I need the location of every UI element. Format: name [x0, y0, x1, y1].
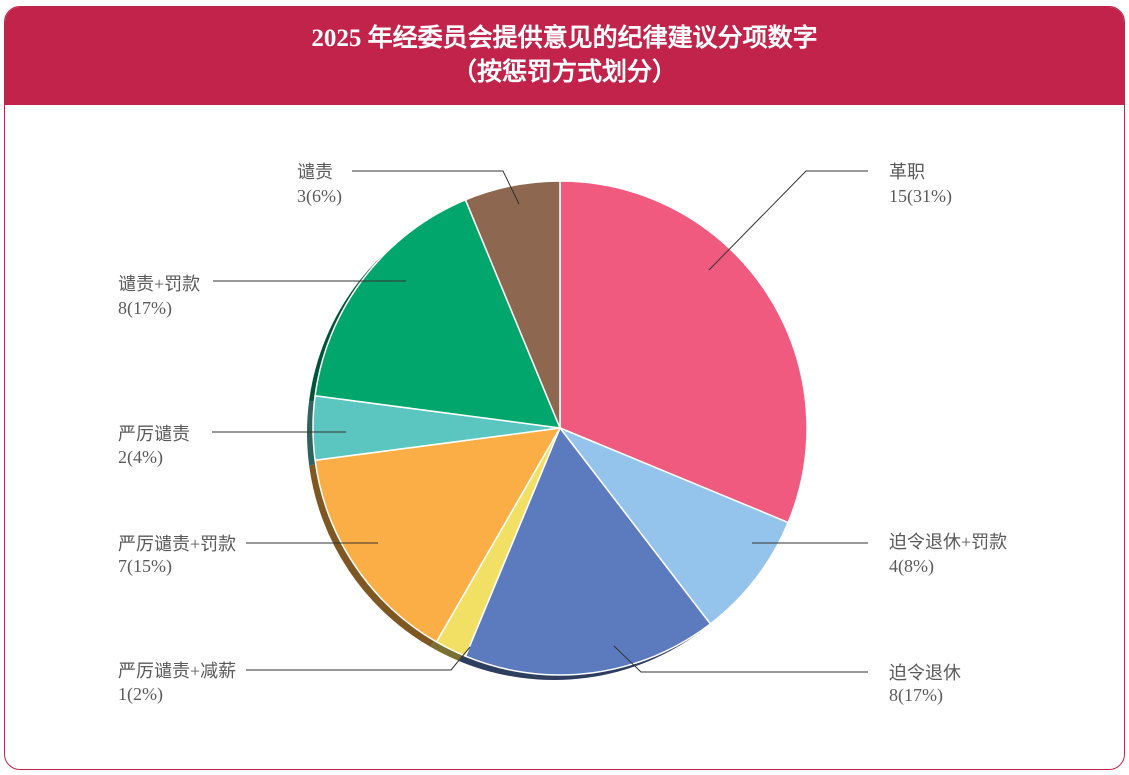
slice-label-category-6: 严厉谴责	[118, 424, 190, 444]
pie-slice-8	[464, 180, 561, 429]
pie-slice-2	[559, 427, 789, 625]
slice-label-value-1: 15(31%)	[889, 186, 952, 207]
slice-label-value-2: 4(8%)	[889, 556, 934, 577]
leader-line-layer	[212, 170, 868, 673]
pie-slice-3	[464, 427, 712, 676]
leader-line-4	[246, 646, 471, 671]
pie-slice-5	[314, 427, 561, 643]
leader-line-8	[352, 170, 520, 205]
chart-title: 2025 年经委员会提供意见的纪律建议分项数字	[311, 25, 818, 52]
leader-line-1	[708, 170, 868, 271]
slice-label-category-5: 严厉谴责+罚款	[118, 534, 236, 554]
slice-label-category-8: 谴责	[297, 162, 333, 182]
pie-slice-layer	[312, 180, 808, 676]
slice-label-category-1: 革职	[889, 162, 925, 182]
slice-label-category-3: 迫令退休	[889, 663, 961, 683]
slice-label-category-4: 严厉谴责+减薪	[118, 661, 236, 681]
slice-label-category-7: 谴责+罚款	[118, 274, 200, 294]
slice-label-value-8: 3(6%)	[297, 186, 342, 207]
slice-label-value-5: 7(15%)	[118, 556, 172, 577]
leader-line-3	[613, 645, 868, 673]
slice-label-value-4: 1(2%)	[118, 684, 163, 705]
pie-slice-7	[314, 199, 561, 429]
slice-label-layer: 革职15(31%)迫令退休+罚款4(8%)迫令退休8(17%)严厉谴责+减薪1(…	[118, 162, 1007, 706]
slice-label-category-2: 迫令退休+罚款	[889, 532, 1007, 552]
slice-label-value-3: 8(17%)	[889, 685, 943, 706]
title-banner: 2025 年经委员会提供意见的纪律建议分项数字 （按惩罚方式划分）	[5, 7, 1124, 105]
slice-label-value-7: 8(17%)	[118, 298, 172, 319]
pie-slice-1	[559, 180, 808, 524]
chart-subtitle: （按惩罚方式划分）	[451, 59, 677, 86]
slice-label-value-6: 2(4%)	[118, 447, 163, 468]
